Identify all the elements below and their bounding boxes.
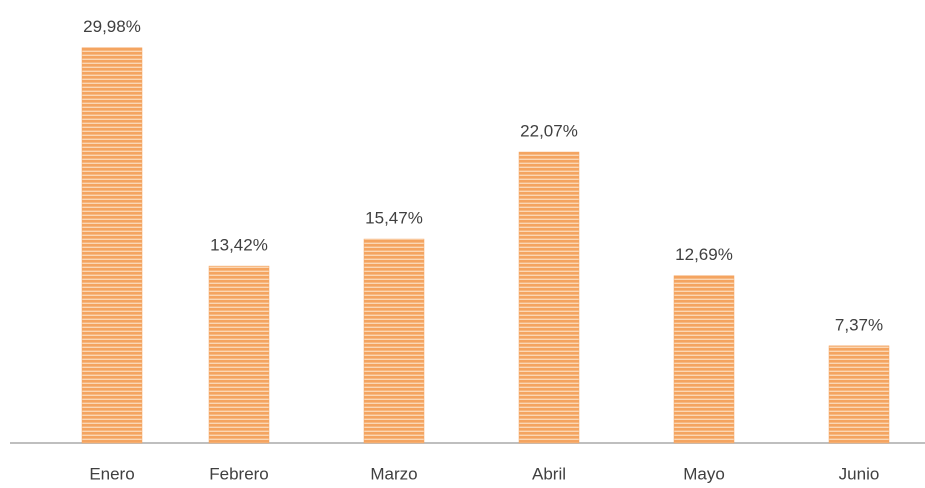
bar: [828, 345, 890, 444]
x-tick-label: Abril: [532, 464, 566, 483]
x-tick-label: Marzo: [370, 464, 417, 483]
bar: [363, 238, 425, 444]
value-label: 22,07%: [520, 122, 578, 141]
value-label: 13,42%: [210, 236, 268, 255]
value-label: 29,98%: [83, 17, 141, 36]
bar: [81, 47, 143, 444]
value-label: 15,47%: [365, 209, 423, 228]
x-tick-label: Enero: [89, 464, 134, 483]
value-label: 12,69%: [675, 245, 733, 264]
bar: [673, 275, 735, 444]
x-tick-label: Febrero: [209, 464, 269, 483]
bar: [208, 265, 270, 444]
bar: [518, 151, 580, 444]
value-label: 7,37%: [835, 315, 883, 334]
x-tick-label: Junio: [839, 464, 880, 483]
x-tick-label: Mayo: [683, 464, 725, 483]
